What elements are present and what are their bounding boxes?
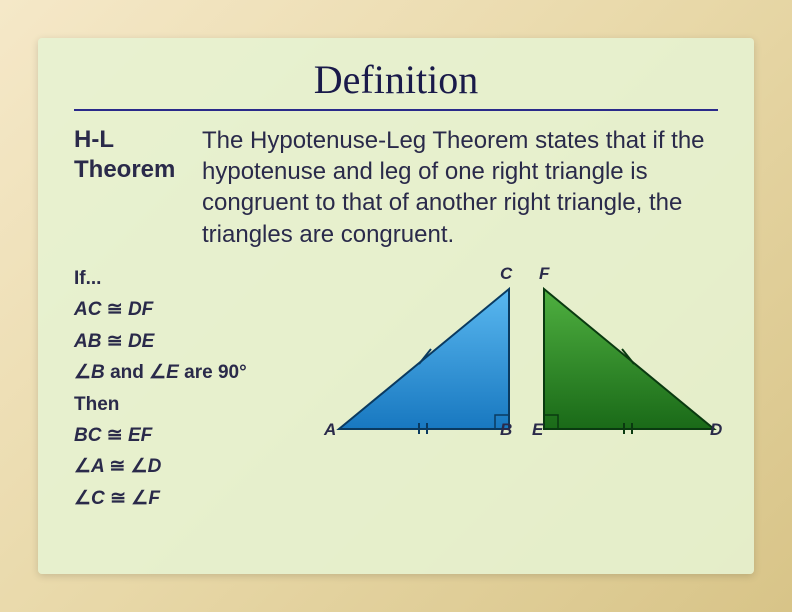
title-underline (74, 109, 718, 111)
triangle-left (334, 284, 514, 434)
label-E: E (532, 420, 543, 440)
res-1: BC ≅ EF (74, 421, 294, 450)
term-line1: H-L (74, 126, 114, 153)
term: H-L Theorem (74, 125, 184, 250)
then-label: Then (74, 390, 294, 419)
if-label: If... (74, 264, 294, 293)
definition-text: The Hypotenuse-Leg Theorem states that i… (202, 125, 718, 250)
cond-1: AC ≅ DF (74, 295, 294, 324)
card-title: Definition (74, 56, 718, 103)
cond-angles: ∠B and ∠E are 90° (74, 358, 294, 387)
definition-card: Definition H-L Theorem The Hypotenuse-Le… (38, 38, 754, 574)
label-C: C (500, 264, 512, 284)
label-A: A (324, 420, 336, 440)
label-F: F (539, 264, 549, 284)
label-B: B (500, 420, 512, 440)
label-D: D (710, 420, 722, 440)
conditions-list: If... AC ≅ DF AB ≅ DE ∠B and ∠E are 90° … (74, 264, 294, 516)
bottom-section: If... AC ≅ DF AB ≅ DE ∠B and ∠E are 90° … (74, 264, 718, 516)
res-3: ∠C ≅ ∠F (74, 484, 294, 513)
res-2: ∠A ≅ ∠D (74, 452, 294, 481)
triangle-right (539, 284, 719, 434)
term-definition-row: H-L Theorem The Hypotenuse-Leg Theorem s… (74, 125, 718, 250)
term-line2: Theorem (74, 156, 175, 183)
triangle-diagram: A B C E D (314, 264, 718, 464)
cond-2: AB ≅ DE (74, 327, 294, 356)
